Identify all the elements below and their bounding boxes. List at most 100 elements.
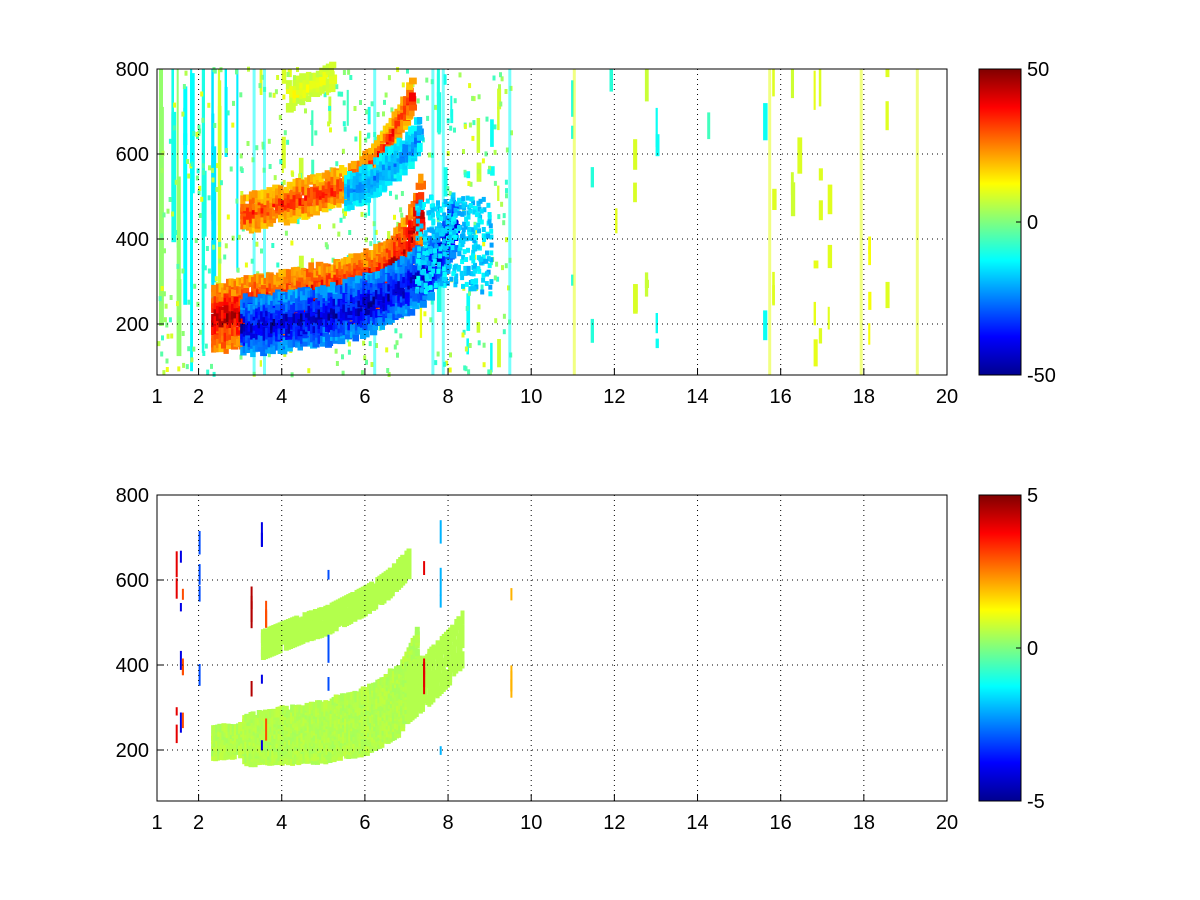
noise-cell [211, 167, 214, 173]
noise-cell [502, 329, 506, 335]
heatmap-cell [433, 253, 438, 259]
noise-cell [347, 341, 351, 347]
heatmap-cell [461, 283, 465, 289]
noise-cell [406, 68, 409, 74]
heatmap-cell [439, 281, 444, 287]
heatmap-cell [442, 251, 447, 257]
heatmap-cell [283, 210, 289, 220]
noise-cell [165, 358, 169, 364]
noise-cell [477, 340, 481, 346]
heatmap-cell [451, 216, 456, 222]
heatmap-cell [441, 230, 446, 236]
noise-cell [502, 313, 506, 319]
heatmap-cell [283, 186, 290, 194]
noise-cell [258, 83, 262, 89]
noise-streak [772, 69, 775, 97]
noise-streak [772, 271, 775, 304]
y-tick-label: 800 [116, 59, 149, 81]
noise-cell [202, 351, 206, 356]
noise-cell [168, 317, 172, 323]
noise-cell [487, 369, 491, 375]
heatmap-cell [312, 81, 319, 89]
heatmap-cell [423, 282, 428, 288]
streak-line [373, 69, 377, 375]
noise-streak [490, 119, 494, 147]
noise-streak [436, 92, 442, 133]
heatmap-cell [393, 143, 402, 151]
heatmap-cell [448, 230, 453, 236]
heatmap-cell [476, 255, 481, 261]
x-tick-label: 14 [686, 386, 708, 408]
heatmap-cell [487, 263, 492, 269]
noise-cell [218, 241, 222, 247]
heatmap-cell [447, 234, 452, 240]
noise-cell [363, 355, 367, 361]
heatmap-cell [397, 104, 403, 111]
noise-cell [498, 84, 501, 90]
heatmap-cell [463, 224, 468, 230]
heatmap-cell [482, 237, 487, 242]
heatmap-cell [484, 271, 489, 277]
heatmap-cell [289, 208, 296, 218]
heatmap-cell [325, 334, 332, 341]
heatmap-cell [416, 211, 421, 217]
noise-cell [471, 95, 475, 101]
noise-cell [250, 258, 254, 264]
heatmap-cell [367, 190, 373, 198]
heatmap-cell [418, 211, 425, 219]
noise-streak [497, 106, 500, 131]
heatmap-cell [293, 266, 301, 276]
noise-cell [197, 190, 201, 196]
heatmap-cell [450, 237, 455, 243]
noise-streak [644, 272, 649, 297]
noise-streak [790, 69, 794, 99]
heatmap-cell [339, 308, 346, 319]
noise-cell [255, 145, 259, 151]
heatmap-cell [427, 245, 432, 251]
heatmap-cell [481, 277, 486, 283]
heatmap-cell [304, 185, 310, 196]
noise-cell [461, 332, 465, 338]
heatmap-cell [421, 283, 426, 289]
noise-cell [393, 344, 397, 350]
noise-streak [827, 244, 833, 269]
heatmap-cell [434, 236, 441, 245]
y-tick-label: 600 [116, 144, 149, 166]
heatmap-cell [425, 286, 429, 291]
noise-streak [609, 69, 613, 88]
heatmap-cell [426, 227, 431, 233]
noise-cell [163, 317, 167, 323]
heatmap-cell [300, 281, 308, 291]
heatmap-cell [453, 212, 458, 218]
heatmap-cell [463, 270, 468, 276]
noise-cell [286, 139, 290, 145]
heatmap-cell [339, 178, 345, 188]
heatmap-cell [339, 299, 348, 309]
x-tick-label: 12 [603, 386, 625, 408]
heatmap-cell [356, 160, 362, 169]
noise-streak [259, 360, 262, 367]
noise-cell [505, 147, 509, 153]
noise-cell [425, 77, 429, 83]
noise-cell [187, 299, 191, 305]
heatmap-cell [301, 198, 307, 205]
heatmap-cell [307, 297, 314, 304]
noise-cell [176, 301, 179, 307]
heatmap-cell [404, 290, 413, 299]
noise-cell [449, 352, 452, 358]
heatmap-cell [439, 216, 444, 222]
heatmap-cell [422, 234, 427, 239]
heatmap-cell [476, 244, 481, 250]
noise-cell [166, 333, 170, 339]
heatmap-cell [381, 163, 388, 171]
noise-cell [434, 104, 437, 110]
top-heatmap-axes [156, 68, 948, 376]
noise-cell [353, 106, 357, 111]
noise-cell [276, 75, 280, 80]
heatmap-cell [415, 226, 420, 232]
heatmap-cell [377, 279, 385, 289]
noise-streak [813, 339, 818, 367]
heatmap-cell [364, 308, 372, 315]
heatmap-cell [459, 270, 464, 276]
heatmap-cell [449, 250, 457, 259]
